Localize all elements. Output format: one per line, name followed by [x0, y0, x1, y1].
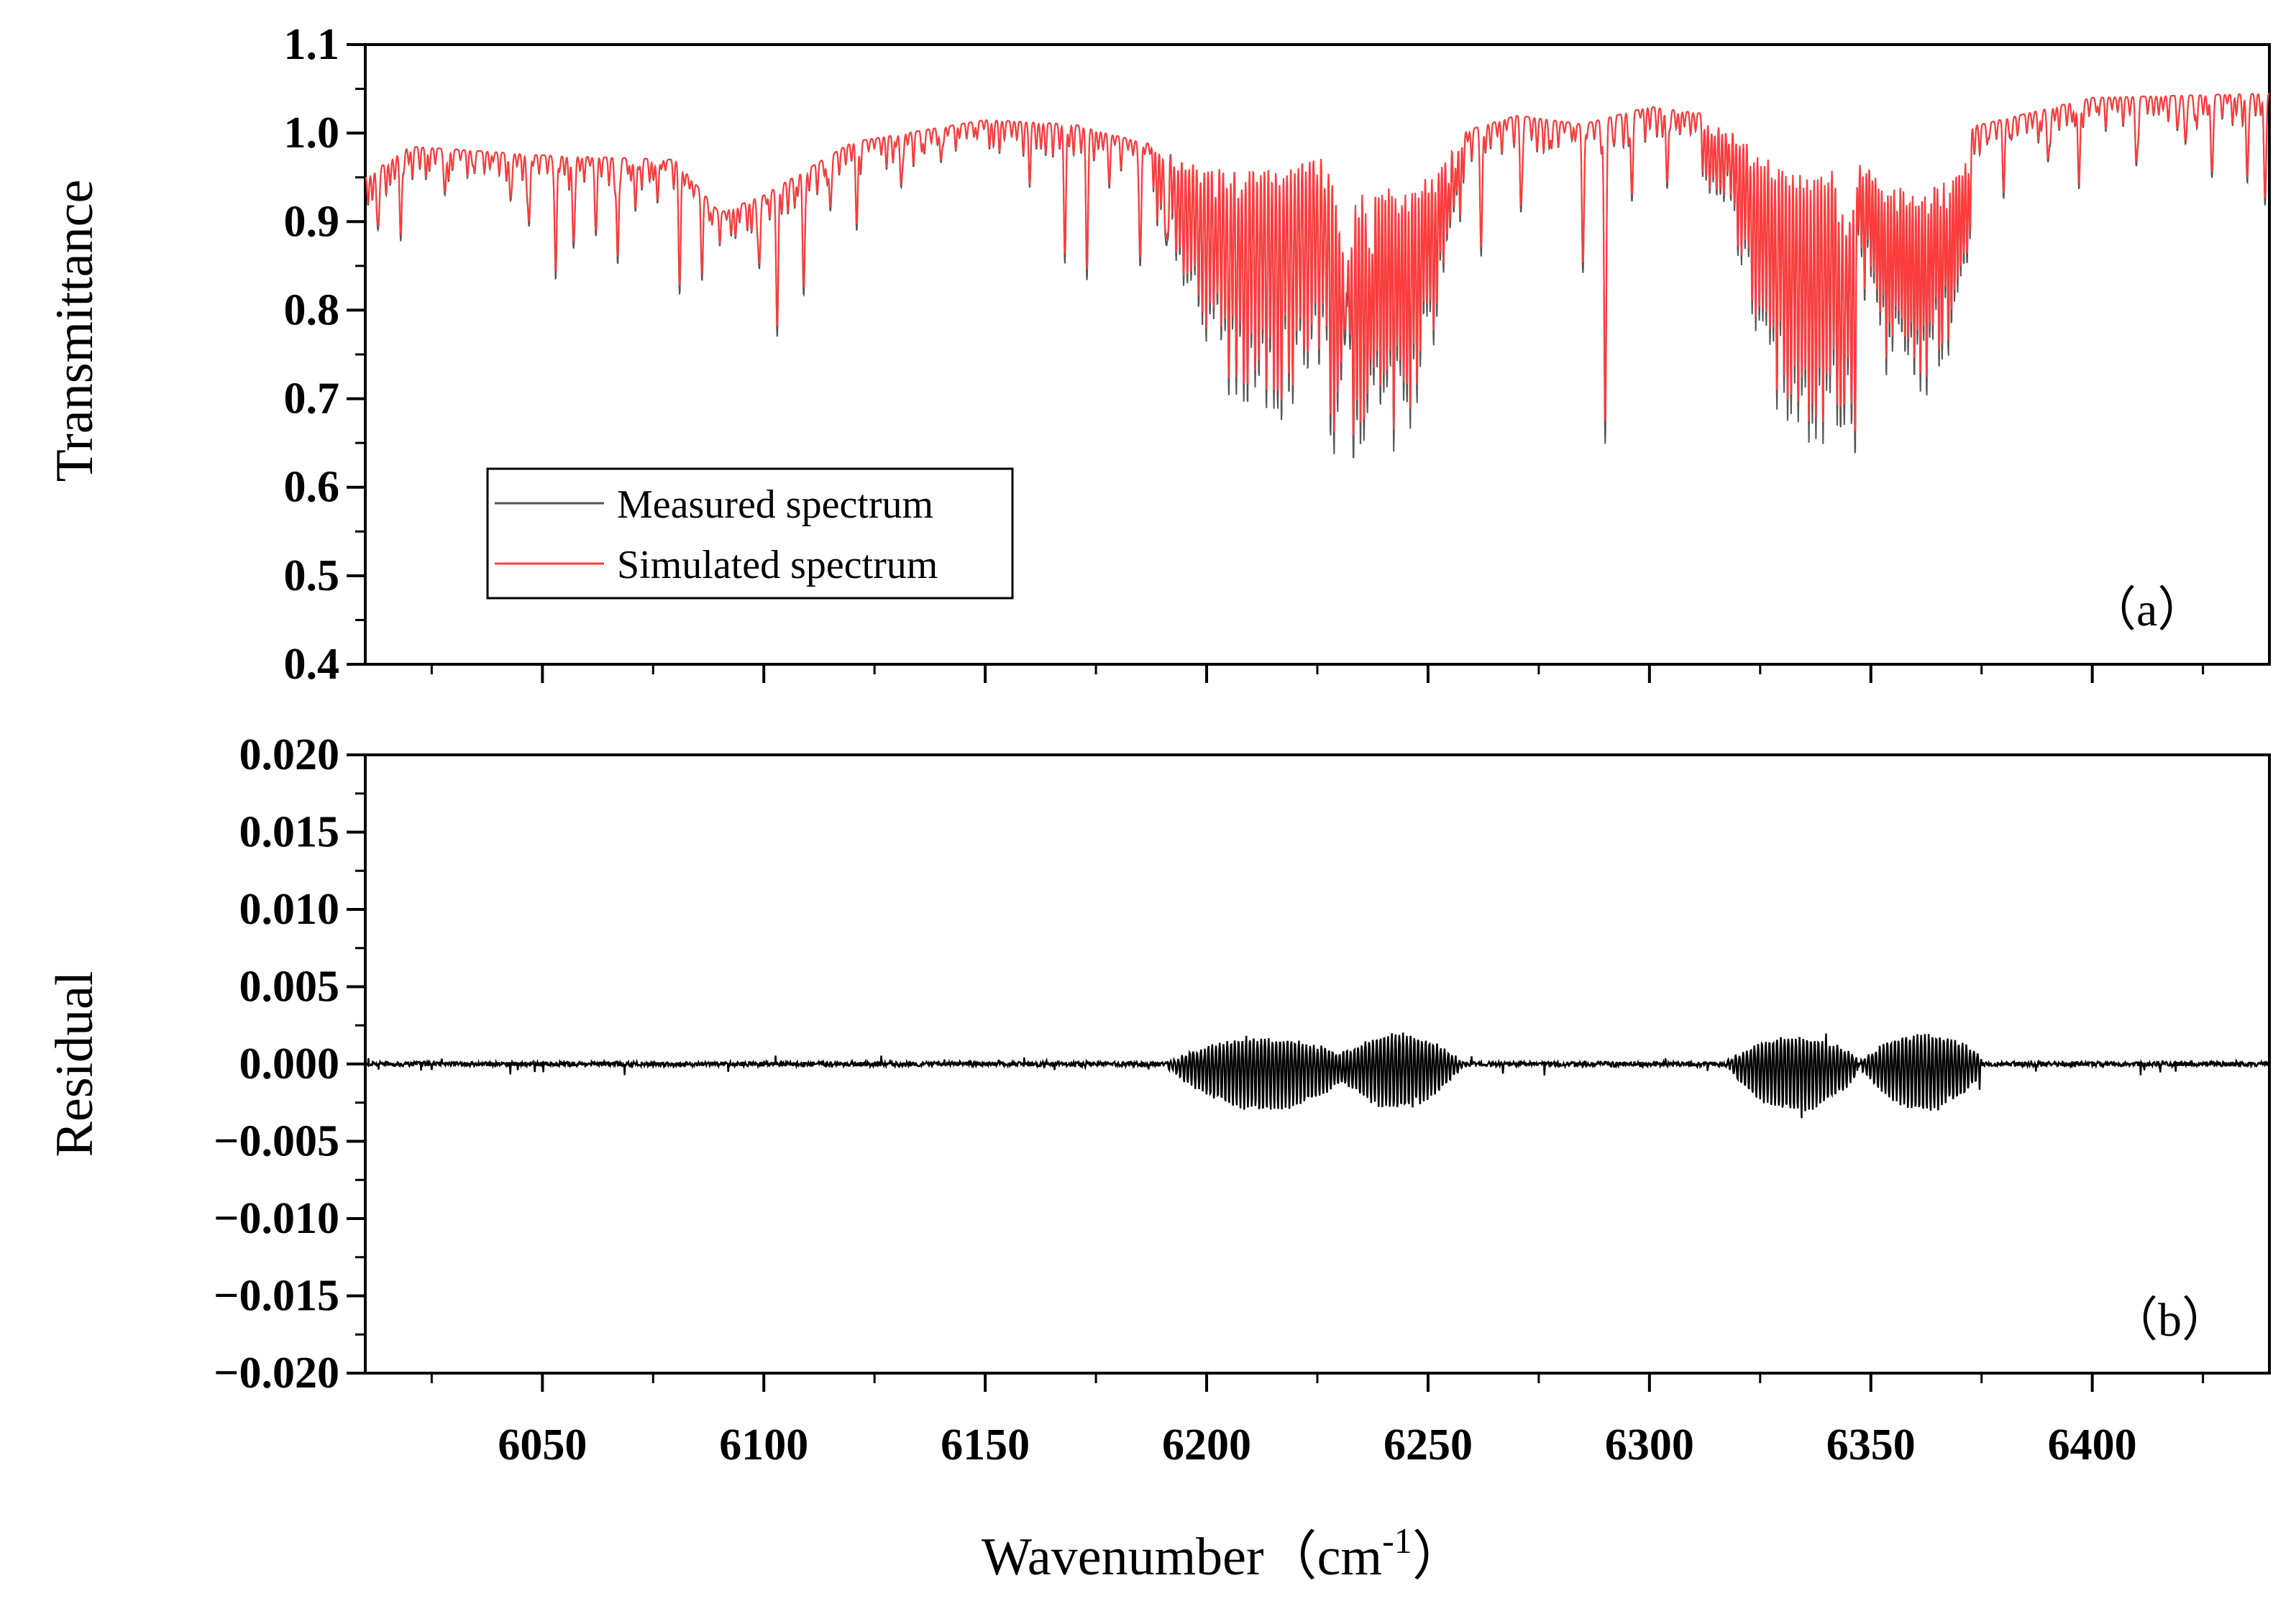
residual-panel: −0.020 −0.015 −0.010 −0.005 0.000 0.005 0.010 0…: [45, 730, 2271, 1398]
y-tick-label-residual: 0.015: [239, 808, 340, 857]
residual-line: [364, 1032, 2270, 1119]
x-tick-label: 6400: [2048, 1421, 2137, 1469]
y-tick-label-residual: 0.000: [239, 1040, 340, 1088]
y-tick-label-residual: −0.010: [214, 1194, 339, 1243]
x-tick-label: 6250: [1383, 1421, 1473, 1469]
x-tick-label: 6350: [1826, 1421, 1916, 1469]
x-tick-label: 6200: [1162, 1421, 1251, 1469]
y-tick-label-transmittance: 0.9: [284, 197, 340, 246]
transmittance-ticks: [347, 43, 2205, 683]
y-tick-label-transmittance: 0.8: [284, 285, 340, 334]
transmittance-y-tick-labels: 0.4 0.5 0.6 0.7 0.8 0.9 1.0 1.1: [284, 20, 340, 689]
wavenumber-axis-title-main: Wavenumber（cm: [982, 1528, 1382, 1587]
y-tick-label-residual: 0.020: [239, 730, 340, 779]
y-tick-label-residual: −0.020: [214, 1349, 339, 1398]
legend-label-measured: Measured spectrum: [617, 482, 933, 527]
x-tick-label: 6150: [941, 1421, 1030, 1469]
x-tick-label: 6300: [1605, 1421, 1694, 1469]
legend-box: [486, 467, 1014, 600]
panel-label-b: （b）: [2110, 1294, 2229, 1347]
wavenumber-axis-title-close: ）: [1412, 1528, 1465, 1587]
x-tick-label: 6100: [719, 1421, 808, 1469]
y-tick-label-residual: 0.005: [239, 963, 340, 1012]
panel-label-a: （a）: [2089, 584, 2205, 636]
x-tick-labels: 6050 6100 6150 6200 6250 6300 6350 6400: [498, 1421, 2136, 1469]
residual-ticks: [347, 753, 2205, 1392]
y-tick-label-transmittance: 0.7: [284, 375, 340, 423]
x-tick-label: 6050: [498, 1421, 587, 1469]
simulated-spectrum-line: [365, 92, 2270, 436]
wavenumber-axis-title-exponent: -1: [1382, 1521, 1412, 1561]
y-tick-label-residual: −0.015: [214, 1272, 339, 1321]
transmittance-panel: 0.4 0.5 0.6 0.7 0.8 0.9 1.0 1.1 Measured spectr…: [45, 20, 2271, 689]
residual-axis-title: Residual: [45, 971, 104, 1157]
residual-y-tick-labels: −0.020 −0.015 −0.010 −0.005 0.000 0.005 0.010 0…: [214, 730, 339, 1398]
y-tick-label-transmittance: 0.5: [284, 551, 340, 600]
y-tick-label-residual: 0.010: [239, 885, 340, 934]
transmittance-axis-title: Transmittance: [45, 180, 104, 482]
legend: Measured spectrum Simulated spectrum: [486, 467, 1014, 600]
y-tick-label-residual: −0.005: [214, 1117, 339, 1166]
y-tick-label-transmittance: 1.0: [284, 109, 340, 157]
wavenumber-axis-title: Wavenumber（cm-1）: [982, 1521, 1465, 1587]
y-tick-label-transmittance: 1.1: [284, 20, 340, 69]
y-tick-label-transmittance: 0.6: [284, 463, 340, 512]
legend-label-simulated: Simulated spectrum: [617, 543, 938, 587]
y-tick-label-transmittance: 0.4: [284, 640, 340, 689]
